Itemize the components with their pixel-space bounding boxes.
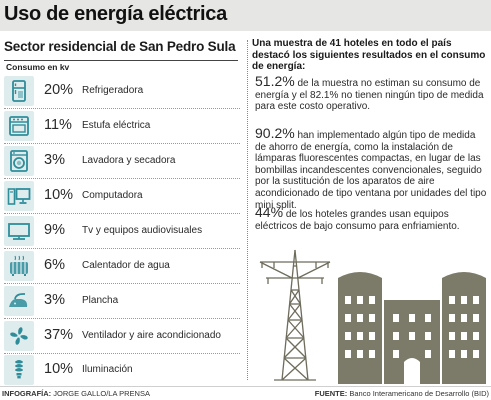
item-label: Calentador de agua	[82, 260, 170, 271]
list-item: 37% Ventilador y aire acondicionado	[4, 321, 240, 354]
list-item: 20% Refrigeradora	[4, 76, 240, 109]
title-band	[0, 0, 491, 31]
item-percent: 37%	[44, 327, 74, 343]
infographic-credit: INFOGRAFÍA: JORGE GALLO/LA PRENSA	[2, 389, 150, 398]
stat-text: de los hoteles grandes usan equipos eléc…	[255, 209, 460, 232]
row-separator	[4, 178, 240, 179]
section-heading: Sector residencial de San Pedro Sula	[4, 39, 236, 54]
item-percent: 9%	[44, 222, 65, 238]
iron-icon	[4, 286, 34, 316]
list-item: 9% Tv y equipos audiovisuales	[4, 216, 240, 249]
hotel-survey-intro: Una muestra de 41 hoteles en todo el paí…	[252, 38, 486, 73]
item-percent: 10%	[44, 361, 74, 377]
page-title: Uso de energía eléctrica	[4, 3, 227, 25]
item-percent: 6%	[44, 257, 65, 273]
light-bulb-icon	[4, 355, 34, 385]
fan-icon	[4, 321, 34, 351]
source-credit: FUENTE: Banco Interamericano de Desarrol…	[315, 389, 489, 398]
item-label: Lavadora y secadora	[82, 155, 176, 166]
item-label: Ventilador y aire acondicionado	[82, 330, 221, 341]
item-label: Tv y equipos audiovisuales	[82, 225, 203, 236]
list-item: 3% Lavadora y secadora	[4, 146, 240, 179]
tv-icon	[4, 216, 34, 246]
item-label: Plancha	[82, 295, 119, 306]
item-label: Iluminación	[82, 364, 133, 375]
item-percent: 3%	[44, 292, 65, 308]
item-label: Estufa eléctrica	[82, 120, 151, 131]
power-pylon-icon	[259, 249, 331, 381]
stat-paragraph: 90.2% han implementado algún tipo de med…	[255, 125, 487, 211]
stat-paragraph: 51.2% de la muestra no estiman su consum…	[255, 73, 487, 113]
stat-paragraph: 44% de los hoteles grandes usan equipos …	[255, 204, 487, 232]
row-separator	[4, 318, 240, 319]
stat-percent: 51.2%	[255, 73, 295, 89]
source-label: FUENTE:	[314, 389, 348, 398]
column-divider	[247, 40, 248, 380]
row-separator	[4, 213, 240, 214]
row-separator	[4, 353, 240, 354]
water-heater-icon	[4, 251, 34, 281]
list-item: 3% Plancha	[4, 286, 240, 319]
stat-text: han implementado algún tipo de medida de…	[255, 130, 487, 211]
stat-percent: 44%	[255, 204, 284, 220]
item-percent: 3%	[44, 152, 65, 168]
list-item: 6% Calentador de agua	[4, 251, 240, 284]
row-separator	[4, 108, 240, 109]
item-percent: 10%	[44, 187, 74, 203]
washing-machine-icon	[4, 146, 34, 176]
list-item: 10% Iluminación	[4, 355, 240, 385]
unit-label: Consumo en kv	[4, 60, 238, 72]
row-separator	[4, 143, 240, 144]
buildings-icon	[338, 272, 486, 384]
row-separator	[4, 248, 240, 249]
footer-rule	[0, 386, 491, 387]
list-item: 10% Computadora	[4, 181, 240, 214]
credit-value: JORGE GALLO/LA PRENSA	[53, 389, 150, 398]
computer-icon	[4, 181, 34, 211]
item-label: Computadora	[82, 190, 143, 201]
item-percent: 20%	[44, 82, 74, 98]
credit-label: INFOGRAFÍA:	[2, 389, 52, 398]
list-item: 11% Estufa eléctrica	[4, 111, 240, 144]
source-value: Banco Interamericano de Desarrollo (BID)	[349, 389, 489, 398]
item-label: Refrigeradora	[82, 85, 144, 96]
stat-text: de la muestra no estiman su consumo de e…	[255, 78, 484, 113]
row-separator	[4, 283, 240, 284]
item-percent: 11%	[44, 117, 72, 133]
stat-percent: 90.2%	[255, 125, 295, 141]
stove-icon	[4, 111, 34, 141]
refrigerator-icon	[4, 76, 34, 106]
